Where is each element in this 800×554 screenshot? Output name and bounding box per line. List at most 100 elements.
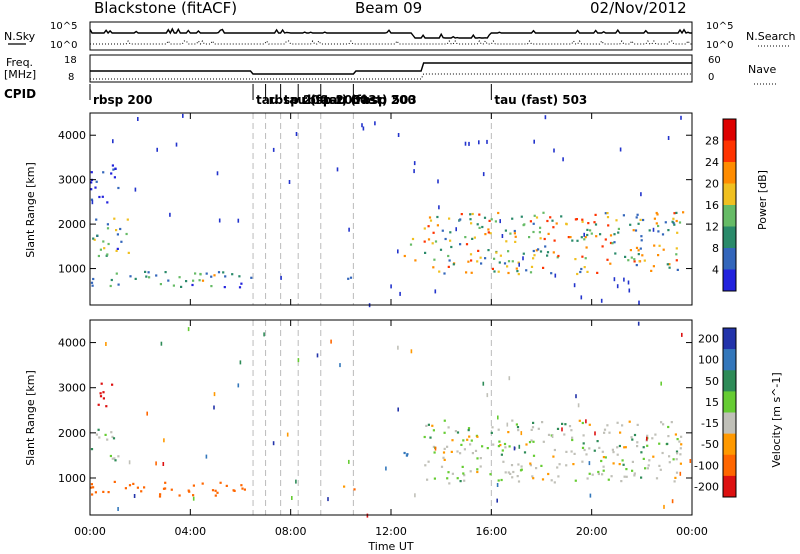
range-cell bbox=[636, 441, 639, 444]
range-cell bbox=[633, 474, 636, 477]
range-cell bbox=[547, 433, 551, 436]
range-cell bbox=[191, 283, 194, 287]
range-cell bbox=[455, 227, 457, 232]
range-cell bbox=[624, 255, 627, 258]
range-cell bbox=[528, 236, 531, 239]
range-cell bbox=[194, 272, 197, 275]
range-cell bbox=[617, 231, 620, 234]
range-cell bbox=[460, 213, 463, 216]
velocity-heatmap bbox=[90, 321, 692, 518]
range-cell bbox=[146, 411, 148, 416]
range-cell bbox=[327, 497, 329, 502]
range-cell bbox=[115, 272, 118, 275]
range-cell bbox=[476, 468, 479, 471]
range-cell bbox=[586, 477, 589, 480]
range-cell bbox=[137, 117, 139, 121]
range-cell bbox=[201, 482, 204, 485]
range-cell bbox=[110, 278, 113, 282]
colorbar-tick-label: 12 bbox=[705, 221, 719, 234]
range-cell bbox=[482, 172, 485, 177]
range-cell bbox=[635, 246, 639, 249]
range-cell bbox=[517, 463, 520, 466]
range-cell bbox=[517, 429, 520, 432]
range-cell bbox=[675, 219, 678, 223]
range-cell bbox=[473, 236, 476, 239]
range-cell bbox=[128, 484, 132, 487]
range-cell bbox=[678, 221, 682, 224]
range-cell bbox=[136, 486, 139, 489]
range-cell bbox=[450, 245, 453, 249]
range-cell bbox=[456, 450, 459, 453]
range-cell bbox=[676, 452, 679, 455]
range-cell bbox=[470, 259, 473, 262]
range-cell bbox=[627, 280, 630, 285]
colorbar-swatch bbox=[723, 119, 736, 141]
range-cell bbox=[105, 405, 108, 408]
range-cell bbox=[496, 498, 498, 503]
range-cell bbox=[633, 258, 636, 261]
range-cell bbox=[454, 430, 457, 433]
x-tick-label: 12:00 bbox=[375, 525, 407, 538]
range-cell bbox=[128, 460, 131, 465]
range-cell bbox=[609, 234, 613, 237]
range-cell bbox=[467, 429, 470, 432]
range-cell bbox=[675, 211, 678, 214]
range-cell bbox=[134, 277, 137, 280]
range-cell bbox=[482, 381, 485, 386]
range-cell bbox=[427, 225, 430, 228]
range-cell bbox=[657, 224, 660, 228]
freq-unit-label: [MHz] bbox=[4, 68, 36, 81]
range-cell bbox=[571, 438, 574, 442]
range-cell bbox=[671, 220, 674, 223]
range-cell bbox=[515, 267, 518, 270]
range-cell bbox=[493, 257, 496, 260]
range-cell bbox=[653, 217, 656, 220]
range-cell bbox=[425, 424, 428, 427]
range-cell bbox=[591, 473, 594, 476]
range-cell bbox=[243, 488, 246, 491]
range-cell bbox=[172, 284, 175, 287]
range-cell bbox=[490, 431, 493, 434]
range-cell bbox=[623, 446, 626, 449]
range-cell bbox=[213, 392, 216, 397]
range-cell bbox=[625, 475, 628, 478]
colorbar-tick-label: 28 bbox=[705, 135, 719, 148]
range-cell bbox=[469, 443, 472, 446]
nave-label: Nave bbox=[748, 63, 776, 76]
beam-title: Beam 09 bbox=[355, 0, 422, 17]
range-cell bbox=[588, 423, 591, 426]
range-cell bbox=[623, 277, 625, 282]
range-cell bbox=[616, 284, 619, 289]
range-cell bbox=[500, 453, 503, 456]
range-cell bbox=[635, 216, 638, 219]
range-cell bbox=[470, 271, 473, 274]
range-cell bbox=[414, 259, 417, 262]
range-cell bbox=[539, 237, 542, 240]
range-cell bbox=[574, 479, 577, 482]
range-cell bbox=[606, 258, 609, 261]
range-cell bbox=[272, 441, 275, 446]
range-cell bbox=[397, 345, 399, 350]
range-cell bbox=[448, 217, 451, 220]
range-cell bbox=[224, 275, 227, 278]
range-cell bbox=[434, 446, 437, 451]
range-cell bbox=[637, 253, 640, 256]
colorbar-swatch bbox=[723, 454, 736, 477]
range-cell bbox=[476, 470, 479, 474]
x-tick-label: 20:00 bbox=[576, 525, 608, 538]
velocity-axes: 1000 2000 3000 4000 bbox=[58, 337, 692, 485]
range-cell bbox=[106, 253, 109, 256]
range-cell bbox=[238, 275, 241, 278]
range-cell bbox=[192, 496, 195, 501]
power-ylabel: Slant Range [km] bbox=[24, 162, 37, 258]
range-cell bbox=[517, 480, 521, 483]
range-cell bbox=[531, 426, 535, 429]
nsky-frame bbox=[89, 21, 693, 51]
range-cell bbox=[663, 504, 665, 509]
range-cell bbox=[134, 187, 137, 192]
range-cell bbox=[164, 487, 167, 490]
range-cell bbox=[411, 237, 415, 241]
range-cell bbox=[467, 427, 471, 430]
range-cell bbox=[504, 229, 507, 232]
range-cell bbox=[434, 289, 437, 294]
